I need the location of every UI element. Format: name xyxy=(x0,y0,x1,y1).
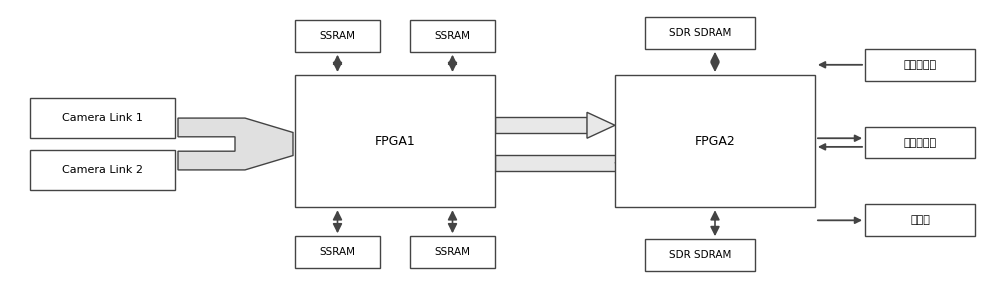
Text: SDR SDRAM: SDR SDRAM xyxy=(669,250,731,260)
FancyBboxPatch shape xyxy=(645,239,755,271)
Text: SDR SDRAM: SDR SDRAM xyxy=(669,28,731,38)
FancyBboxPatch shape xyxy=(30,98,175,138)
Text: 按键、旋鈕: 按键、旋鈕 xyxy=(903,60,937,70)
Text: 显示器: 显示器 xyxy=(910,215,930,225)
Text: SSRAM: SSRAM xyxy=(319,247,355,257)
FancyBboxPatch shape xyxy=(865,127,975,158)
Text: FPGA2: FPGA2 xyxy=(695,134,735,148)
Polygon shape xyxy=(615,150,643,176)
Text: 千兆以太网: 千兆以太网 xyxy=(903,138,937,147)
Text: FPGA1: FPGA1 xyxy=(375,134,415,148)
FancyBboxPatch shape xyxy=(295,20,380,52)
FancyBboxPatch shape xyxy=(410,236,495,268)
FancyBboxPatch shape xyxy=(295,236,380,268)
FancyBboxPatch shape xyxy=(865,49,975,81)
Text: SSRAM: SSRAM xyxy=(434,247,470,257)
Text: SSRAM: SSRAM xyxy=(434,31,470,41)
Polygon shape xyxy=(178,118,293,170)
Text: Camera Link 1: Camera Link 1 xyxy=(62,113,143,123)
Text: Camera Link 2: Camera Link 2 xyxy=(62,165,143,175)
FancyBboxPatch shape xyxy=(865,204,975,236)
FancyBboxPatch shape xyxy=(495,155,643,170)
FancyBboxPatch shape xyxy=(410,20,495,52)
Polygon shape xyxy=(587,112,615,138)
FancyBboxPatch shape xyxy=(30,150,175,190)
FancyBboxPatch shape xyxy=(295,75,495,207)
Text: SSRAM: SSRAM xyxy=(319,31,355,41)
FancyBboxPatch shape xyxy=(615,75,815,207)
FancyBboxPatch shape xyxy=(645,17,755,49)
FancyBboxPatch shape xyxy=(495,118,587,133)
